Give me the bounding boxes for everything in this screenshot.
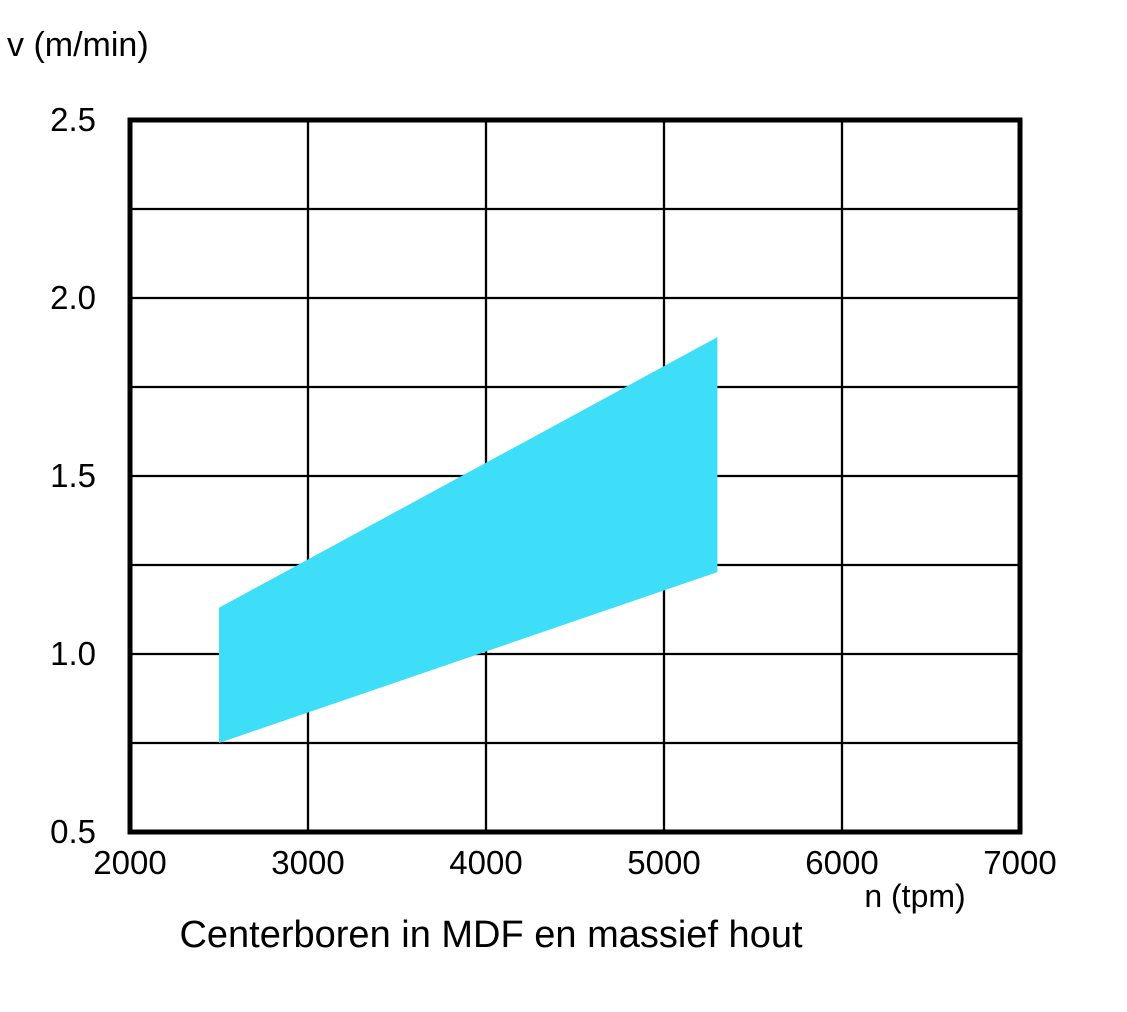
x-tick-label: 2000 <box>93 844 167 881</box>
y-tick-label: 0.5 <box>50 813 96 850</box>
x-tick-label: 7000 <box>983 844 1057 881</box>
plot-border <box>127 117 1023 835</box>
y-tick-label: 2.5 <box>50 101 96 138</box>
x-tick-label: 5000 <box>627 844 701 881</box>
speed-range-band <box>219 337 718 743</box>
y-axis-title: v (m/min) <box>7 26 149 64</box>
chart-caption: Centerboren in MDF en massief hout <box>179 914 803 956</box>
x-tick-label: 6000 <box>805 844 879 881</box>
x-tick-label: 4000 <box>449 844 523 881</box>
y-tick-label: 1.5 <box>50 457 96 494</box>
y-tick-label: 1.0 <box>50 635 96 672</box>
x-tick-label: 3000 <box>271 844 345 881</box>
x-axis-title: n (tpm) <box>864 878 966 914</box>
y-tick-label: 2.0 <box>50 279 96 316</box>
